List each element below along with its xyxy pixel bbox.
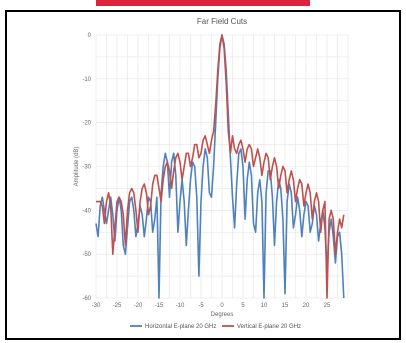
legend-label: Horizontal E-plane 20 GHz: [145, 324, 216, 330]
y-tick-label: -40: [82, 208, 91, 214]
x-tick-label: -20: [134, 303, 143, 309]
series-line-vertical: [96, 34, 345, 299]
series-layer: [95, 34, 345, 299]
y-tick-label: -20: [82, 121, 91, 127]
x-tick-label: 15: [282, 303, 289, 309]
legend-label: Vertical E-plane 20 GHz: [237, 324, 301, 330]
y-tick-label: -50: [82, 252, 91, 258]
x-tick-label: 5: [241, 303, 245, 309]
y-axis-title: Amplitude (dB): [74, 147, 80, 187]
y-tick-label: -30: [82, 165, 91, 171]
x-tick-label: -25: [113, 303, 122, 309]
x-tick-label: 20: [303, 303, 310, 309]
axes: -30 -25 -20 -15 -10 -5 0 5 10 15 20 250-10-20-30-40…: [82, 33, 331, 309]
y-tick-label: -60: [82, 296, 91, 302]
y-tick-label: 0: [88, 33, 92, 39]
grid-lines: [95, 34, 349, 299]
x-tick-label: -10: [176, 303, 185, 309]
x-tick-label: -30: [92, 303, 101, 309]
x-tick-label: -15: [155, 303, 164, 309]
x-tick-label: 0: [220, 303, 224, 309]
legend: Horizontal E-plane 20 GHz Vertical E-plan…: [130, 324, 301, 330]
x-axis-title: Degrees: [211, 312, 234, 318]
chart-title: Far Field Cuts: [197, 17, 247, 26]
header-red-strip: [96, 0, 310, 6]
x-tick-label: 10: [261, 303, 268, 309]
x-tick-label: -5: [198, 303, 204, 309]
y-tick-label: -10: [82, 77, 91, 83]
x-tick-label: 25: [324, 303, 331, 309]
